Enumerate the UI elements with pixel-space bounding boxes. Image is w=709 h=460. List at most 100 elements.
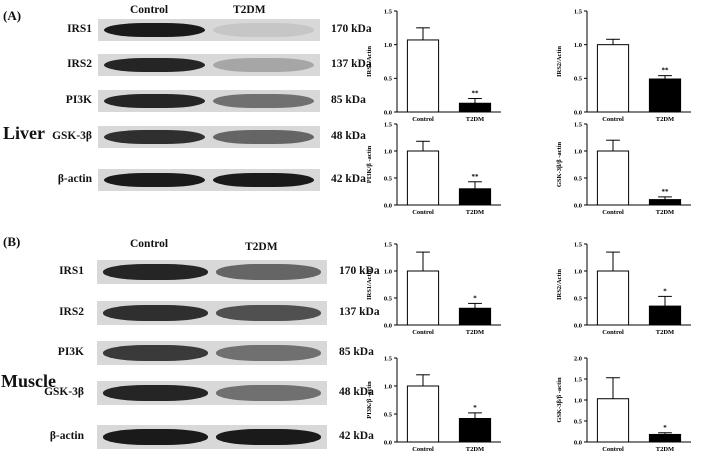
panel-a-label: (A) <box>3 8 22 23</box>
band-t2dm <box>216 305 321 321</box>
y-tick-label: 0.5 <box>574 418 583 425</box>
bar-t2dm <box>458 188 492 206</box>
x-tick-label: T2DM <box>656 209 674 216</box>
bar-chart-liver-gsk3b: GSK-3β/β -actin 0.0 0.5 1.0 1.5 Control T2DM ** <box>556 121 691 216</box>
band-t2dm <box>216 264 321 280</box>
y-tick-label: 1.0 <box>574 148 582 155</box>
band-label-pi3k: PI3K <box>65 94 92 106</box>
bar-t2dm <box>648 305 682 326</box>
blot-strip-irs1 <box>97 260 327 284</box>
band-kda-pi3k: 85 kDa <box>331 94 366 106</box>
y-tick-label: 0.5 <box>384 175 393 182</box>
y-axis-label: IRS2/Actin <box>556 46 563 77</box>
significance-marker: * <box>473 294 477 302</box>
x-tick-label: T2DM <box>466 209 484 216</box>
bar-control <box>596 150 630 206</box>
y-axis-label: IRS1/Actin <box>366 269 373 300</box>
x-tick-label: T2DM <box>656 446 674 453</box>
x-tick-label: Control <box>602 116 624 123</box>
y-axis-label: IRS2/Actin <box>556 269 563 300</box>
band-t2dm <box>213 93 314 109</box>
bar-control <box>406 39 440 113</box>
bar-control <box>596 398 630 443</box>
y-tick-label: 0.0 <box>384 109 392 116</box>
significance-marker: * <box>473 404 477 412</box>
band-label-irs1: IRS1 <box>67 23 92 35</box>
y-tick-label: 0.0 <box>574 202 582 209</box>
band-control <box>104 22 205 38</box>
tissue-muscle-label: Muscle <box>1 371 56 391</box>
x-tick-label: T2DM <box>656 329 674 336</box>
y-tick-label: 1.0 <box>384 42 392 49</box>
band-label-pi3k: PI3K <box>57 346 84 358</box>
band-label-irs2: IRS2 <box>67 58 92 70</box>
blot-a-col-t2dm: T2DM <box>233 4 266 16</box>
y-axis-label: GSK-3β/β -actin <box>556 377 563 423</box>
x-tick-label: Control <box>602 329 624 336</box>
y-tick-label: 2.0 <box>574 355 582 362</box>
y-tick-label: 0.0 <box>574 322 582 329</box>
bar-control <box>406 150 440 206</box>
band-kda-actin: 42 kDa <box>339 430 374 442</box>
band-control <box>104 129 205 145</box>
band-label-actin: β-actin <box>57 173 92 185</box>
y-axis-label: GSK-3β/β -actin <box>556 141 563 187</box>
band-control <box>103 429 208 445</box>
y-tick-label: 1.5 <box>574 121 583 128</box>
band-kda-gsk-3: 48 kDa <box>331 130 366 142</box>
band-control <box>103 264 208 280</box>
y-tick-label: 1.0 <box>574 268 582 275</box>
x-tick-label: Control <box>602 209 624 216</box>
blot-b-col-t2dm: T2DM <box>245 241 278 253</box>
y-tick-label: 0.0 <box>574 109 582 116</box>
blot-strip-actin <box>97 425 327 449</box>
blot-strip-irs1 <box>98 19 320 41</box>
bar-chart-muscle-pi3k: PI3K/β -actin 0.0 0.5 1.0 1.5 Control T2DM * <box>366 355 501 453</box>
y-tick-label: 0.5 <box>384 295 393 302</box>
y-axis-label: IRS1/Actin <box>366 46 373 77</box>
x-tick-label: T2DM <box>466 116 484 123</box>
band-t2dm <box>213 129 314 145</box>
blot-b-col-control: Control <box>130 238 169 250</box>
blot-strip-gsk-3 <box>98 126 320 148</box>
bar-control <box>406 270 440 326</box>
y-tick-label: 1.5 <box>384 355 393 362</box>
band-kda-irs1: 170 kDa <box>331 23 372 35</box>
significance-marker: ** <box>472 90 480 98</box>
band-control <box>104 57 205 73</box>
y-tick-label: 1.0 <box>574 42 582 49</box>
blot-strip-irs2 <box>97 301 327 325</box>
bar-control <box>596 44 630 113</box>
y-tick-label: 1.5 <box>574 8 583 15</box>
x-tick-label: T2DM <box>656 116 674 123</box>
x-tick-label: T2DM <box>466 446 484 453</box>
bar-t2dm <box>648 199 682 206</box>
band-kda-gsk-3: 48 kDa <box>339 386 374 398</box>
significance-marker: * <box>663 424 667 432</box>
x-tick-label: Control <box>602 446 624 453</box>
tissue-liver-label: Liver <box>3 123 45 143</box>
bar-chart-muscle-irs2: IRS2/Actin 0.0 0.5 1.0 1.5 Control T2DM * <box>556 241 691 336</box>
band-control <box>103 305 208 321</box>
y-tick-label: 1.5 <box>384 121 393 128</box>
band-t2dm <box>213 172 314 188</box>
band-t2dm <box>216 345 321 361</box>
y-tick-label: 0.5 <box>574 76 583 83</box>
x-tick-label: T2DM <box>466 329 484 336</box>
band-t2dm <box>216 385 321 401</box>
y-tick-label: 1.0 <box>384 383 392 390</box>
band-kda-irs2: 137 kDa <box>331 58 372 70</box>
band-t2dm <box>216 429 321 445</box>
band-control <box>104 93 205 109</box>
bar-t2dm <box>648 433 682 443</box>
y-tick-label: 1.0 <box>574 397 582 404</box>
significance-marker: ** <box>472 173 480 181</box>
band-control <box>104 172 205 188</box>
y-tick-label: 1.5 <box>574 241 583 248</box>
significance-marker: ** <box>662 188 670 196</box>
y-tick-label: 1.5 <box>384 8 393 15</box>
bar-chart-muscle-irs1: IRS1/Actin 0.0 0.5 1.0 1.5 Control T2DM * <box>366 241 501 336</box>
y-tick-label: 1.5 <box>574 376 583 383</box>
band-label-actin: β-actin <box>49 430 84 442</box>
y-tick-label: 1.5 <box>384 241 393 248</box>
